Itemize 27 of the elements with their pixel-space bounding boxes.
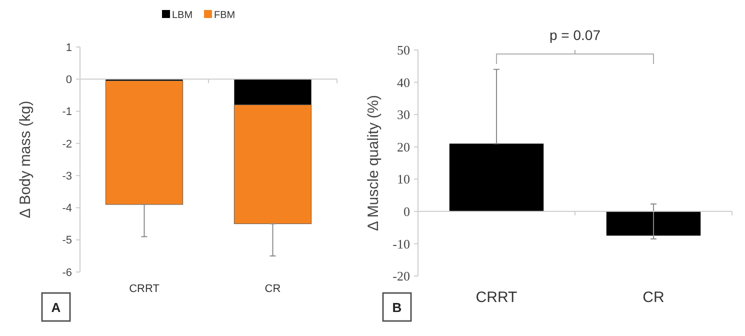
y-tick-label: 30: [397, 107, 410, 122]
text: A: [51, 300, 62, 315]
x-tick-label: CR: [264, 283, 281, 295]
y-tick-label: -2: [62, 138, 72, 150]
text: p = 0.07: [550, 27, 601, 43]
y-tick-label: -5: [62, 234, 72, 247]
y-tick-label: 0: [404, 204, 410, 219]
y-tick-label: -6: [62, 266, 72, 279]
y-tick-label: 20: [397, 139, 410, 154]
legend-label: FBM: [214, 10, 236, 21]
y-tick-label: -4: [62, 202, 72, 215]
y-axis-title: Δ Muscle quality (%): [365, 95, 382, 231]
y-axis-title: Δ Body mass (kg): [17, 100, 34, 218]
y-tick-label: -10: [392, 236, 410, 252]
legend-label: LBM: [172, 10, 193, 21]
y-tick-label: 40: [397, 74, 410, 90]
x-tick-label: CRRT: [129, 283, 160, 295]
y-tick-label: 10: [397, 172, 410, 187]
x-tick-label: CRRT: [476, 289, 518, 306]
text: B: [392, 300, 402, 315]
y-tick-label: 50: [397, 42, 410, 58]
y-tick-label: -3: [62, 170, 72, 182]
x-tick-label: CR: [642, 289, 664, 306]
y-tick-label: -1: [62, 106, 72, 118]
y-tick-label: -20: [392, 268, 410, 284]
y-tick-label: 0: [66, 74, 72, 86]
y-tick-label: 1: [66, 42, 72, 54]
